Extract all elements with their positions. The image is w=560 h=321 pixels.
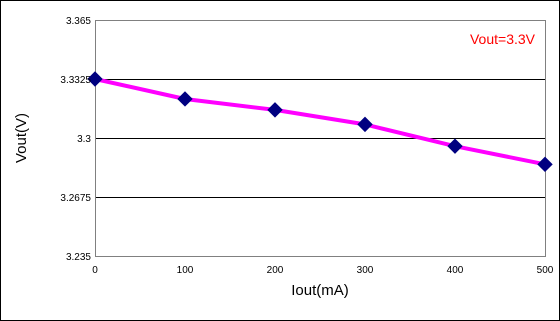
x-tick-label: 500 [537, 265, 554, 276]
data-point [357, 116, 373, 133]
tick-labels: 3.235 3.2675 3.3 3.3325 3.365 0 100 200 300 400 50… [60, 16, 553, 276]
x-tick-label: 0 [92, 265, 98, 276]
data-point [537, 156, 553, 173]
data-point [177, 91, 193, 107]
x-axis-title: Iout(mA) [291, 282, 349, 299]
x-tick-label: 400 [447, 265, 464, 276]
data-point [87, 71, 103, 87]
y-tick-label: 3.3 [77, 134, 91, 145]
data-point [447, 138, 463, 154]
vout-annotation: Vout=3.3V [470, 31, 536, 47]
y-axis-title: Vout(V) [13, 113, 30, 163]
grid-lines [95, 79, 545, 198]
y-tick-label: 3.365 [66, 16, 91, 27]
y-tick-label: 3.3325 [60, 75, 91, 86]
plot-area [95, 20, 546, 257]
series-line [94, 77, 546, 167]
y-tick-label: 3.235 [66, 252, 91, 263]
x-tick-label: 200 [267, 265, 284, 276]
y-tick-label: 3.2675 [60, 193, 91, 204]
data-point [267, 102, 283, 118]
x-tick-label: 100 [177, 265, 194, 276]
x-tick-label: 300 [357, 265, 374, 276]
series-layer [87, 71, 553, 173]
